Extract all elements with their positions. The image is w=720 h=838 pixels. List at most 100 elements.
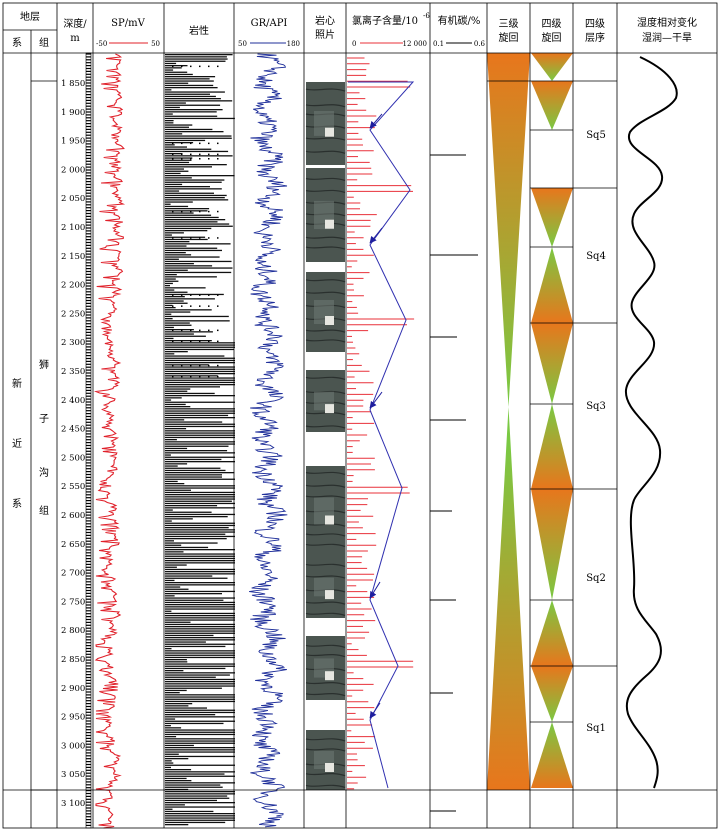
depth-tick-label: 2 800 bbox=[61, 626, 85, 636]
header-sequence: 四级 bbox=[585, 18, 605, 30]
core-photo bbox=[305, 730, 346, 790]
chloride-trend-line bbox=[348, 81, 415, 789]
sp-curve bbox=[93, 53, 126, 829]
depth-tick-label: 2 100 bbox=[61, 223, 85, 233]
gr-scale-max: 180 bbox=[287, 40, 300, 48]
sequence-label-sq2: Sq2 bbox=[586, 573, 606, 584]
core-photos bbox=[305, 82, 346, 790]
header-system: 系 bbox=[12, 37, 22, 49]
fourth-order-cycle-shape bbox=[531, 666, 573, 722]
header-chloride: 氯离子含量/10 bbox=[352, 14, 418, 27]
header-group: 组 bbox=[39, 36, 49, 49]
header-depth-unit: m bbox=[70, 33, 80, 44]
depth-tick-label: 2 400 bbox=[61, 396, 85, 406]
gr-curve bbox=[249, 53, 288, 828]
fourth-order-cycle-shape bbox=[531, 53, 573, 81]
header-core-photo: 照片 bbox=[315, 28, 335, 41]
system-char: 近 bbox=[12, 437, 22, 450]
chloride-trend-arrows bbox=[369, 113, 383, 719]
sequence-label-sq1: Sq1 bbox=[586, 723, 606, 734]
core-photo bbox=[305, 272, 346, 352]
third-order-cycle-shape bbox=[487, 53, 530, 790]
depth-tick-label: 2 450 bbox=[61, 425, 85, 435]
header-gr: GR/API bbox=[251, 18, 288, 29]
lithology-column bbox=[165, 54, 235, 826]
header-sp: SP/mV bbox=[111, 18, 145, 29]
depth-tick-label: 2 600 bbox=[61, 511, 85, 521]
header-third-order: 三级 bbox=[499, 18, 519, 30]
depth-tick-label: 2 300 bbox=[61, 338, 85, 348]
fourth-order-cycle-shape bbox=[531, 600, 573, 666]
header-third-order-cycle: 旋回 bbox=[499, 31, 519, 44]
depth-tick-label: 3 100 bbox=[61, 799, 85, 809]
header-chloride-exponent: -6 bbox=[423, 12, 430, 20]
core-photo bbox=[305, 168, 346, 262]
header-humidity-range: 湿润—干旱 bbox=[642, 31, 692, 44]
header-fourth-order-cycle: 旋回 bbox=[542, 31, 562, 44]
depth-tick-label: 2 500 bbox=[61, 453, 85, 463]
core-photo bbox=[305, 466, 346, 556]
toc-scale-min: 0.1 bbox=[433, 40, 444, 48]
depth-tick-label: 3 000 bbox=[61, 741, 85, 751]
toc-bars bbox=[430, 154, 478, 812]
chloride-bars bbox=[347, 57, 415, 790]
fourth-order-cycle-shape bbox=[531, 81, 573, 130]
depth-tick-label: 3 050 bbox=[61, 770, 85, 780]
system-char: 系 bbox=[12, 498, 22, 510]
sp-scale-max: 50 bbox=[151, 40, 160, 48]
header-toc: 有机碳/% bbox=[438, 14, 481, 27]
core-photo bbox=[305, 370, 346, 432]
depth-tick-label: 2 550 bbox=[61, 482, 85, 492]
depth-tick-label: 2 050 bbox=[61, 194, 85, 204]
header-lithology: 岩性 bbox=[189, 24, 209, 37]
group-char: 狮 bbox=[39, 358, 49, 371]
header-sequence-order: 层序 bbox=[585, 31, 605, 44]
group-char: 组 bbox=[39, 504, 49, 517]
cl-scale-max: 12 000 bbox=[403, 40, 428, 48]
fourth-order-cycle-shape bbox=[531, 247, 573, 323]
core-photo bbox=[305, 636, 346, 700]
header-fourth-order: 四级 bbox=[542, 18, 562, 30]
depth-tick-label: 2 350 bbox=[61, 367, 85, 377]
system-char: 新 bbox=[12, 377, 22, 390]
stratum-labels: 新 近 系 狮 子 沟 组 bbox=[12, 358, 49, 517]
fourth-order-cycle-shape bbox=[531, 188, 573, 247]
depth-ruler bbox=[85, 52, 92, 829]
depth-tick-label: 2 700 bbox=[61, 569, 85, 579]
sp-scale-min: -50 bbox=[96, 40, 107, 48]
fourth-order-cycle-shape bbox=[531, 722, 573, 788]
cycle-shapes bbox=[487, 53, 573, 790]
fourth-order-cycle-shape bbox=[531, 323, 573, 404]
depth-tick-label: 2 850 bbox=[61, 655, 85, 665]
sequence-label-sq4: Sq4 bbox=[586, 251, 606, 262]
toc-scale-max: 0.6 bbox=[474, 40, 486, 48]
core-photo bbox=[305, 556, 346, 618]
header-humidity: 湿度相对变化 bbox=[637, 16, 697, 29]
fourth-order-cycle-shape bbox=[531, 489, 573, 600]
header-depth: 深度/ bbox=[63, 17, 87, 30]
group-char: 沟 bbox=[39, 466, 49, 479]
depth-tick-label: 2 750 bbox=[61, 597, 85, 607]
gr-scale-min: 50 bbox=[238, 40, 247, 48]
depth-tick-label: 1 950 bbox=[61, 137, 85, 147]
depth-tick-label: 2 250 bbox=[61, 309, 85, 319]
header-core: 岩心 bbox=[315, 14, 335, 27]
depth-tick-label: 1 850 bbox=[61, 79, 85, 89]
fourth-order-cycle-shape bbox=[531, 404, 573, 489]
core-photo bbox=[305, 82, 346, 165]
humidity-curve bbox=[624, 56, 678, 789]
depth-tick-label: 2 650 bbox=[61, 540, 85, 550]
depth-tick-label: 2 000 bbox=[61, 165, 85, 175]
sequence-labels: Sq5 Sq4 Sq3 Sq2 Sq1 bbox=[586, 130, 606, 734]
header-stratum: 地层 bbox=[20, 10, 40, 23]
depth-tick-label: 2 150 bbox=[61, 252, 85, 262]
depth-tick-label: 1 900 bbox=[61, 108, 85, 118]
depth-tick-label: 2 950 bbox=[61, 713, 85, 723]
group-char: 子 bbox=[39, 413, 49, 425]
depth-tick-label: 2 200 bbox=[61, 281, 85, 291]
depth-tick-label: 2 900 bbox=[61, 684, 85, 694]
column-headers: 地层 系 组 深度/ m SP/mV -50 50 岩性 GR/API 50 1… bbox=[12, 10, 697, 49]
sequence-label-sq3: Sq3 bbox=[586, 401, 606, 412]
